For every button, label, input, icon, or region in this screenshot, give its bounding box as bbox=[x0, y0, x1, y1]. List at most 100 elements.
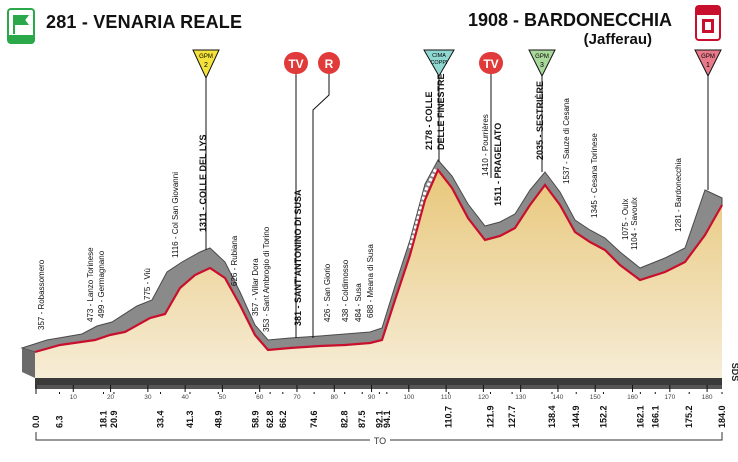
place-label: 381 - SANT'ANTONINO DI SUSA bbox=[293, 189, 303, 326]
sds-logo: SDS bbox=[730, 363, 738, 382]
profile-fill bbox=[35, 170, 722, 378]
gpm2-marker: GPM 2 bbox=[192, 49, 220, 80]
place-label: 426 - San Giorio bbox=[323, 263, 332, 322]
finish-location-subtitle: (Jafferau) bbox=[583, 31, 652, 48]
km-tick-label: 20 bbox=[107, 394, 115, 401]
km-distance-label: 82.8 bbox=[340, 410, 350, 428]
place-label: 1281 - Bardonecchia bbox=[674, 158, 683, 232]
km-tick-label: 70 bbox=[293, 394, 301, 401]
place-label: 1104 - Savoulx bbox=[630, 197, 639, 250]
start-location-title: 281 - VENARIA REALE bbox=[46, 12, 243, 32]
place-label: 357 - Robassomero bbox=[37, 259, 46, 330]
km-tick-label: 50 bbox=[219, 394, 227, 401]
svg-text:GPM: GPM bbox=[199, 54, 213, 60]
km-tick-label: 90 bbox=[368, 394, 376, 401]
km-distance-label: 87.5 bbox=[357, 410, 367, 428]
place-label: 1311 - COLLE DEL LYS bbox=[198, 134, 208, 232]
place-label: 1345 - Cesana Torinese bbox=[590, 133, 599, 218]
place-label: 353 - Sant Ambrogio di Torino bbox=[262, 226, 271, 332]
place-label: 626 - Rubiana bbox=[230, 235, 239, 286]
km-distance-label: 144.9 bbox=[571, 405, 581, 428]
finish-location-title: 1908 - BARDONECCHIA bbox=[467, 10, 672, 30]
finish-flag-icon bbox=[695, 5, 721, 41]
km-distance-label: 94.1 bbox=[382, 410, 392, 428]
place-label: 1511 - PRAGELATO bbox=[493, 123, 503, 206]
km-tick-label: 10 bbox=[70, 394, 78, 401]
km-distance-label: 74.6 bbox=[309, 410, 319, 428]
cima-coppi-marker: CIMA COPPI bbox=[423, 49, 455, 78]
base-bar-shadow bbox=[35, 385, 722, 389]
place-label: 1410 - Pourrières bbox=[481, 114, 490, 176]
km-tick-label: 130 bbox=[515, 394, 526, 401]
to-label: TO bbox=[374, 436, 386, 446]
place-label: 775 - Viù bbox=[143, 268, 152, 300]
km-distance-label: 18.1 bbox=[98, 410, 108, 428]
km-distance-label: 121.9 bbox=[485, 405, 495, 428]
place-label: 1116 - Col San Giovanni bbox=[171, 172, 180, 258]
start-flag-icon bbox=[7, 8, 35, 44]
svg-text:CIMA: CIMA bbox=[432, 53, 446, 59]
km-distance-label: 184.0 bbox=[717, 405, 727, 428]
place-label: 1537 - Sauze di Cesana bbox=[562, 98, 571, 184]
km-distance-label: 6.3 bbox=[54, 415, 64, 428]
km-distance-label: 33.4 bbox=[156, 410, 166, 428]
place-label: 499 - Germagnano bbox=[97, 250, 106, 318]
route-line bbox=[34, 167, 723, 354]
place-label: 1075 - Oulx bbox=[621, 199, 630, 240]
km-distance-label: 58.9 bbox=[251, 410, 261, 428]
km-distance-label: 127.7 bbox=[507, 405, 517, 428]
km-tick-label: 60 bbox=[256, 394, 264, 401]
bracket-gap bbox=[370, 434, 390, 446]
svg-text:2: 2 bbox=[204, 62, 208, 69]
km-distance-label: 138.4 bbox=[547, 405, 557, 428]
km-distance-label: 110.7 bbox=[444, 406, 454, 428]
km-distance-label: 48.9 bbox=[213, 410, 223, 428]
km-distance-label: 92.1 bbox=[374, 410, 384, 428]
base-bar bbox=[35, 378, 722, 385]
km-distance-label: 66.2 bbox=[278, 410, 288, 428]
svg-text:1: 1 bbox=[706, 62, 710, 69]
svg-text:TV: TV bbox=[288, 57, 303, 71]
tv-marker: TV bbox=[284, 52, 308, 74]
km-tick-label: 40 bbox=[182, 394, 190, 401]
km-distance-label: 0.0 bbox=[31, 415, 41, 428]
svg-text:R: R bbox=[325, 57, 334, 71]
km-distance-label: 175.2 bbox=[684, 405, 694, 428]
km-tick-label: 120 bbox=[478, 394, 489, 401]
place-labels: 357 - Robassomero 473 - Lanzo Torinese 499… bbox=[37, 73, 683, 332]
km-tick-label: 30 bbox=[144, 394, 152, 401]
place-label: 438 - Coldimosso bbox=[341, 259, 350, 322]
km-distance-label: 162.1 bbox=[635, 405, 645, 428]
place-label: 2035 - SESTRIÈRE bbox=[535, 81, 545, 160]
km-distance-label: 20.9 bbox=[109, 410, 119, 428]
km-distance-label: 166.1 bbox=[650, 405, 660, 428]
r-marker: R bbox=[318, 52, 340, 74]
tv-marker: TV bbox=[479, 52, 503, 74]
km-labels: 0.0 6.3 18.1 20.9 33.4 41.3 48.9 58.9 62.8 66.2 74… bbox=[31, 392, 727, 428]
gravel-section bbox=[408, 167, 438, 249]
r-line bbox=[312, 72, 330, 338]
km-tick-label: 170 bbox=[664, 394, 675, 401]
gpm1-marker: GPM 1 bbox=[694, 49, 722, 78]
km-tick-label: 150 bbox=[590, 394, 601, 401]
gpm3-marker: GPM 3 bbox=[528, 49, 556, 78]
svg-text:COPPI: COPPI bbox=[430, 60, 448, 66]
km-tick-label: 160 bbox=[627, 394, 638, 401]
place-label: 484 - Susa bbox=[354, 283, 363, 322]
km-axis: 10 20 30 40 50 60 70 80 90 100 110 120 130 140 150 160 1… bbox=[35, 385, 713, 401]
km-distance-label: 152.2 bbox=[598, 405, 608, 428]
place-label: 473 - Lanzo Torinese bbox=[86, 247, 95, 322]
svg-text:3: 3 bbox=[540, 62, 544, 69]
km-tick-label: 110 bbox=[441, 394, 452, 401]
km-tick-label: 80 bbox=[331, 394, 339, 401]
place-label: 688 - Meana di Susa bbox=[366, 244, 375, 318]
km-tick-label: 180 bbox=[702, 394, 713, 401]
km-tick-label: 140 bbox=[553, 394, 564, 401]
svg-text:GPM: GPM bbox=[535, 54, 549, 60]
km-tick-label: 100 bbox=[403, 394, 414, 401]
km-distance-label: 62.8 bbox=[265, 410, 275, 428]
place-label: 2178 - COLLE bbox=[424, 91, 434, 150]
km-distance-label: 41.3 bbox=[185, 410, 195, 428]
